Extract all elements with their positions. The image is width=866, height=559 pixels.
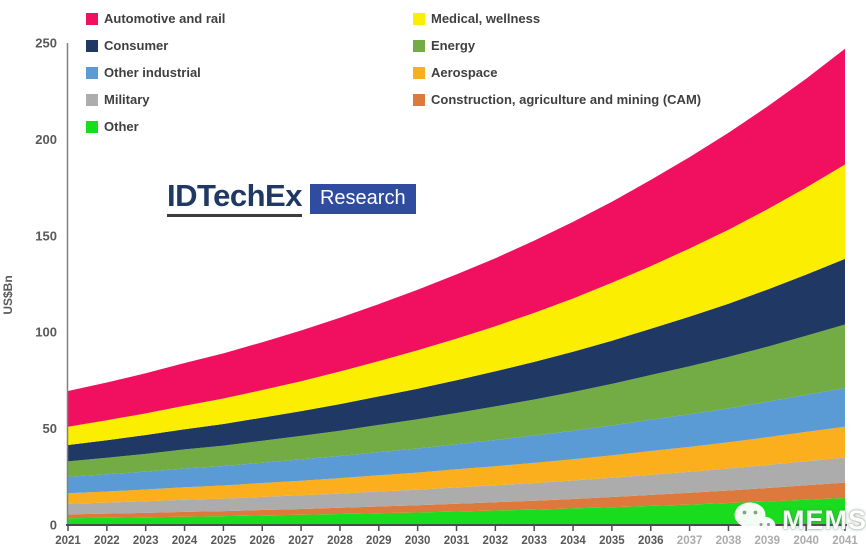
- y-tick-label: 0: [50, 518, 57, 533]
- watermark: MEMS: [733, 501, 866, 539]
- legend-label: Military: [104, 92, 150, 107]
- legend-swatch: [86, 66, 98, 79]
- x-tick-label: 2033: [521, 535, 547, 547]
- legend-swatch: [413, 93, 425, 106]
- x-tick-label: 2021: [55, 535, 81, 547]
- x-tick-label: 2025: [211, 535, 237, 547]
- legend-label: Consumer: [104, 38, 169, 53]
- x-tick-label: 2032: [483, 535, 509, 547]
- logo-brand-text: IDTechEx: [167, 180, 302, 217]
- idtechex-logo: IDTechEx Research: [167, 180, 416, 217]
- y-tick-label: 200: [35, 132, 57, 147]
- legend-item: Other: [86, 113, 225, 140]
- legend-label: Medical, wellness: [431, 11, 541, 26]
- x-tick-label: 2036: [638, 535, 664, 547]
- legend-label: Other: [104, 119, 139, 134]
- x-tick-label: 2034: [560, 535, 586, 547]
- area-band-energy: [68, 324, 845, 477]
- legend-item: Aerospace: [413, 59, 701, 86]
- y-tick-label: 100: [35, 325, 57, 340]
- x-tick-label: 2035: [599, 535, 625, 547]
- x-tick-label: 2024: [172, 535, 198, 547]
- legend-swatch: [413, 12, 425, 25]
- legend-item: Military: [86, 86, 225, 113]
- legend-label: Other industrial: [104, 65, 201, 80]
- wechat-icon: [734, 502, 776, 537]
- legend-item: Automotive and rail: [86, 5, 225, 32]
- legend-column-1: Automotive and rail Consumer Other industr…: [86, 5, 225, 140]
- y-tick-label: 250: [35, 36, 57, 51]
- area-band-automotive-and-rail: [68, 48, 845, 427]
- legend-swatch: [413, 66, 425, 79]
- x-tick-label: 2038: [716, 535, 742, 547]
- x-tick-label: 2028: [327, 535, 353, 547]
- area-band-military: [68, 457, 845, 515]
- legend-item: Energy: [413, 32, 701, 59]
- x-tick-label: 2030: [405, 535, 431, 547]
- legend-item: Consumer: [86, 32, 225, 59]
- x-tick-label: 2029: [366, 535, 392, 547]
- x-tick-label: 2037: [677, 535, 703, 547]
- area-band-medical-wellness: [68, 164, 845, 445]
- x-tick-label: 2040: [793, 535, 819, 547]
- y-tick-label: 50: [43, 421, 57, 436]
- area-band-other-industrial: [68, 388, 845, 494]
- y-axis-title: US$Bn: [1, 275, 15, 315]
- y-tick-label: 150: [35, 228, 57, 243]
- area-band-consumer: [68, 258, 845, 462]
- x-tick-label: 2022: [94, 535, 120, 547]
- legend-label: Aerospace: [431, 65, 498, 80]
- legend-swatch: [86, 93, 98, 106]
- legend-label: Energy: [431, 38, 476, 53]
- x-tick-label: 2026: [249, 535, 275, 547]
- x-tick-label: 2039: [755, 535, 781, 547]
- legend-column-2: Medical, wellness Energy Aerospace Construc…: [413, 5, 701, 113]
- legend-swatch: [86, 120, 98, 133]
- legend-label: Construction, agriculture and mining (CA…: [431, 92, 702, 107]
- x-tick-label: 2031: [444, 535, 470, 547]
- area-band-aerospace: [68, 426, 845, 504]
- logo-research-badge: Research: [309, 183, 416, 214]
- legend-item: Construction, agriculture and mining (CA…: [413, 86, 701, 113]
- watermark-text: MEMS: [782, 504, 866, 535]
- legend-swatch: [86, 39, 98, 52]
- legend-swatch: [86, 12, 98, 25]
- legend-swatch: [413, 39, 425, 52]
- x-tick-label: 2041: [832, 535, 858, 547]
- legend-item: Medical, wellness: [413, 5, 701, 32]
- legend-label: Automotive and rail: [104, 11, 226, 26]
- legend-item: Other industrial: [86, 59, 225, 86]
- x-tick-label: 2027: [288, 535, 314, 547]
- x-tick-label: 2023: [133, 535, 159, 547]
- area-band-construction-agriculture-and-mining-cam: [68, 482, 845, 519]
